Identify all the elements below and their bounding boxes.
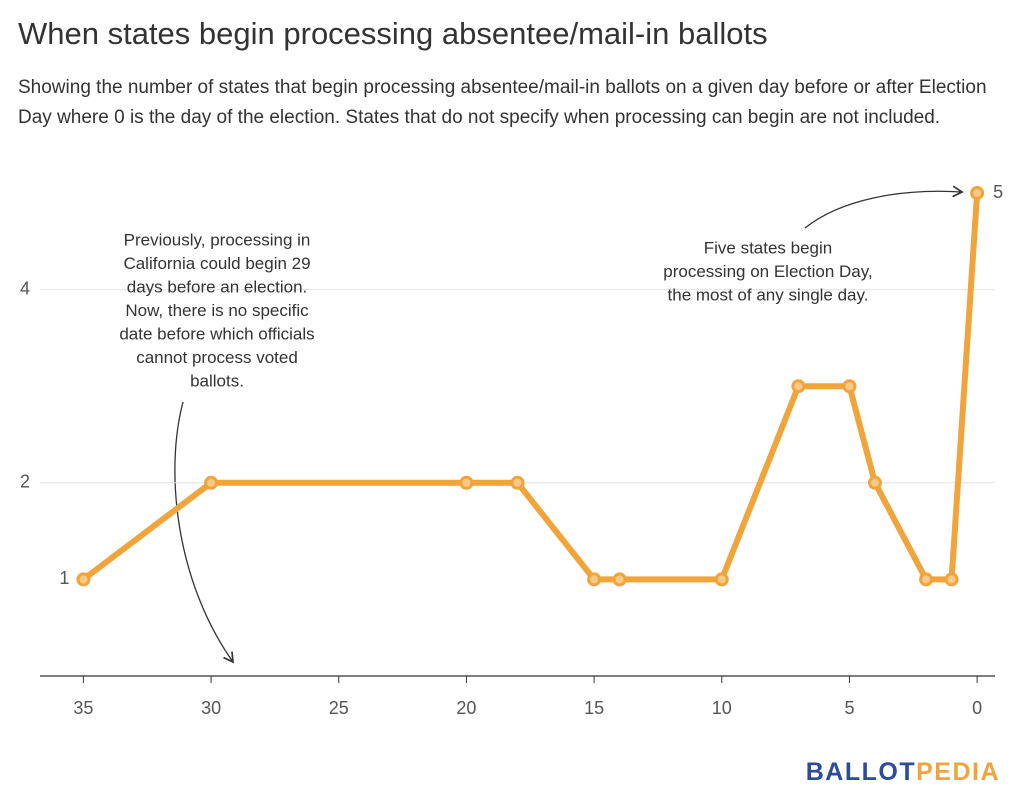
x-tick-label: 35 [73, 698, 93, 718]
annotation: California could begin 29 [123, 254, 310, 273]
data-point [204, 475, 219, 490]
annotation: Five states begin [704, 238, 833, 257]
x-tick-label: 0 [972, 698, 982, 718]
logo-part: BALLOT [805, 758, 917, 786]
annotation-arrow [174, 401, 234, 664]
data-point [791, 379, 806, 394]
data-point [76, 572, 91, 587]
y-tick-label: 2 [20, 472, 30, 492]
data-point [867, 475, 882, 490]
annotation-arrow [804, 185, 964, 229]
logo-part: PEDIA [916, 758, 1000, 786]
data-point [714, 572, 729, 587]
data-point [510, 475, 525, 490]
data-point [842, 379, 857, 394]
annotation: Now, there is no specific [125, 301, 309, 320]
x-tick-label: 5 [844, 698, 854, 718]
annotation: Previously, processing in [124, 230, 311, 249]
x-tick-label: 10 [712, 698, 732, 718]
data-point [587, 572, 602, 587]
y-tick-label: 4 [20, 278, 30, 298]
chart-subtitle: Showing the number of states that begin … [18, 77, 987, 128]
x-tick-label: 15 [584, 698, 604, 718]
annotation: cannot process voted [136, 348, 298, 367]
x-tick-label: 30 [201, 698, 221, 718]
annotation: processing on Election Day, [663, 262, 872, 281]
annotation: days before an election. [127, 277, 308, 296]
annotation: the most of any single day. [668, 285, 869, 304]
data-point [970, 186, 985, 200]
annotation: date before which officials [119, 324, 314, 343]
data-label: 5 [993, 182, 1003, 202]
annotation: ballots. [190, 371, 244, 390]
x-tick-label: 20 [456, 698, 476, 718]
data-point [612, 572, 627, 587]
x-tick-label: 25 [329, 698, 349, 718]
logo: BALLOTPEDIA [806, 758, 1000, 787]
data-point [944, 572, 959, 587]
data-label: 1 [59, 568, 69, 588]
data-point [919, 572, 934, 587]
data-point [459, 475, 474, 490]
chart-title: When states begin processing absentee/ma… [18, 16, 768, 51]
